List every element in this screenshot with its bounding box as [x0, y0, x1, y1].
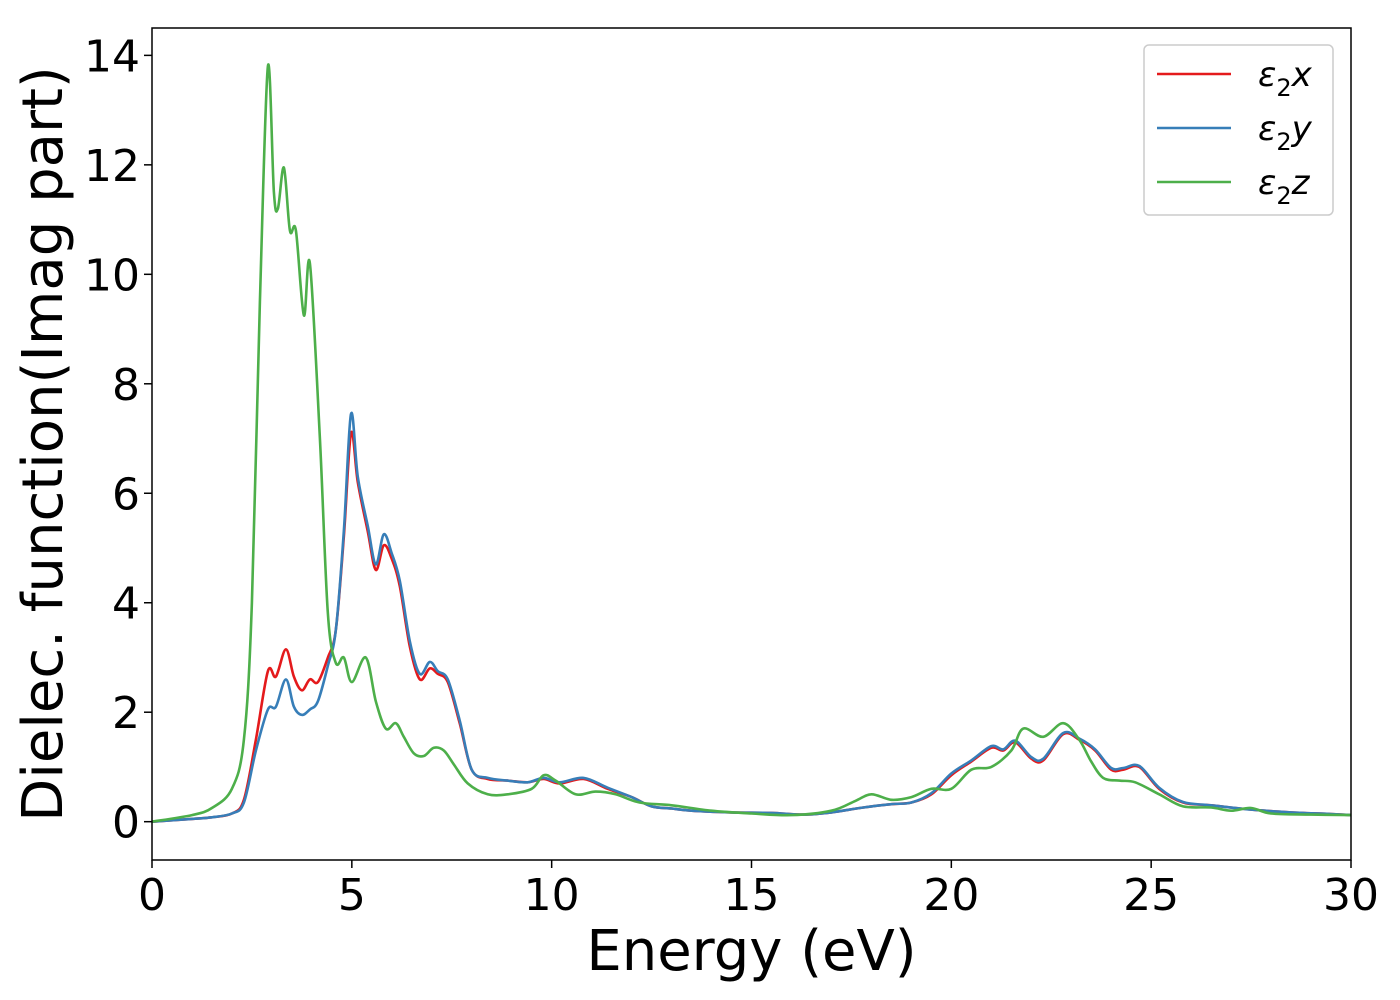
- x-tick-label: 0: [138, 870, 166, 921]
- legend-label-suffix: y: [1291, 109, 1313, 149]
- y-tick-label: 12: [84, 141, 140, 192]
- y-tick-label: 14: [84, 31, 140, 82]
- y-axis-title: Dielec. function(Imag part): [11, 66, 76, 822]
- x-tick-label: 5: [338, 870, 366, 921]
- legend-label-subscript: 2: [1276, 74, 1291, 102]
- legend-label-suffix: z: [1291, 163, 1311, 203]
- legend-label-base: ε: [1258, 163, 1276, 203]
- axis-ticks: 0 5 10 15 20 25 30 0 2 4 6 8 10 12 14: [84, 31, 1379, 921]
- legend-box: [1143, 44, 1334, 216]
- x-tick-label: 30: [1323, 870, 1379, 921]
- legend-label-suffix: x: [1291, 55, 1313, 95]
- legend-label-subscript: 2: [1276, 128, 1291, 156]
- x-tick-label: 25: [1123, 870, 1179, 921]
- legend-label-subscript: 2: [1276, 182, 1291, 210]
- y-tick-label: 2: [112, 688, 140, 739]
- y-tick-label: 10: [84, 250, 140, 301]
- x-tick-label: 15: [724, 870, 780, 921]
- x-axis-title: Energy (eV): [586, 919, 916, 984]
- series-line-x: [151, 430, 1352, 823]
- x-tick-label: 10: [524, 870, 580, 921]
- series-line-y: [151, 411, 1352, 823]
- y-tick-label: 6: [112, 469, 140, 520]
- series-line-z: [151, 63, 1352, 823]
- y-tick-label: 4: [112, 579, 140, 630]
- legend-label-base: ε: [1258, 55, 1276, 95]
- legend-label-base: ε: [1258, 109, 1276, 149]
- y-tick-label: 0: [112, 798, 140, 849]
- legend-label-y: ε2y: [1258, 109, 1313, 156]
- x-tick-label: 20: [923, 870, 979, 921]
- legend-label-z: ε2z: [1258, 163, 1311, 210]
- legend-label-x: ε2x: [1258, 55, 1313, 102]
- series-layer: [151, 63, 1352, 823]
- y-tick-label: 8: [112, 360, 140, 411]
